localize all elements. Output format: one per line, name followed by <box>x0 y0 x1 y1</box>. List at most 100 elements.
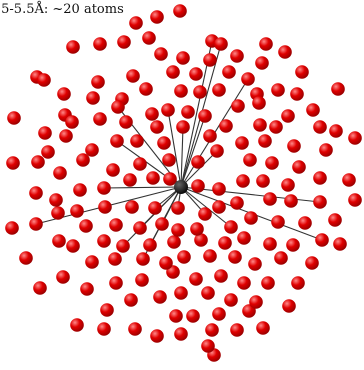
atom <box>66 239 80 253</box>
caption-label: .5-5.5Å: ~20 atoms <box>0 2 124 17</box>
atom <box>203 129 217 143</box>
atom <box>224 220 238 234</box>
atom <box>136 252 150 266</box>
atom <box>193 85 207 99</box>
atom <box>51 206 65 220</box>
atom <box>167 235 181 249</box>
atom <box>348 131 362 145</box>
atom <box>203 249 217 263</box>
atom <box>150 120 164 134</box>
atom <box>313 195 327 209</box>
atom <box>133 221 147 235</box>
atom <box>212 83 226 97</box>
atom <box>146 171 160 185</box>
atom <box>263 192 277 206</box>
atom <box>194 233 208 247</box>
atom <box>171 223 185 237</box>
atom <box>198 109 212 123</box>
atom <box>133 157 147 171</box>
atom <box>70 204 84 218</box>
atom <box>65 115 79 129</box>
atom <box>244 211 258 225</box>
atom <box>256 321 270 335</box>
atom <box>124 293 138 307</box>
atom <box>287 139 301 153</box>
atom <box>93 112 107 126</box>
atom <box>135 273 149 287</box>
atom <box>80 282 94 296</box>
atom <box>191 155 205 169</box>
atom <box>253 118 267 132</box>
atom <box>66 40 80 54</box>
atom <box>190 222 204 236</box>
atom <box>73 183 87 197</box>
atom <box>292 160 306 174</box>
atom <box>129 16 143 30</box>
atom <box>91 75 105 89</box>
atom <box>271 215 285 229</box>
atom <box>328 213 342 227</box>
atom <box>162 153 176 167</box>
atom <box>97 322 111 336</box>
atom <box>306 103 320 117</box>
atom <box>198 207 212 221</box>
atom <box>57 87 71 101</box>
atom <box>319 143 333 157</box>
atom <box>212 200 226 214</box>
atom <box>255 56 269 70</box>
atom <box>181 105 195 119</box>
atom <box>189 67 203 81</box>
atom <box>342 173 356 187</box>
atom <box>85 255 99 269</box>
atom <box>29 217 43 231</box>
atom <box>313 171 327 185</box>
atom <box>108 252 122 266</box>
atom <box>148 201 162 215</box>
atom <box>214 269 228 283</box>
atom <box>59 129 73 143</box>
atom <box>231 99 245 113</box>
atom <box>348 193 362 207</box>
atom <box>230 49 244 63</box>
atom <box>100 303 114 317</box>
atom <box>249 295 263 309</box>
atom <box>97 181 111 195</box>
atom <box>295 65 309 79</box>
atom <box>259 37 273 51</box>
atom <box>106 163 120 177</box>
atom <box>6 156 20 170</box>
atom <box>52 234 66 248</box>
atom <box>19 251 33 265</box>
atom <box>126 69 140 83</box>
atom <box>166 65 180 79</box>
atom <box>278 45 292 59</box>
center-atom <box>174 180 188 194</box>
atom <box>281 178 295 192</box>
atom <box>174 84 188 98</box>
atom <box>174 327 188 341</box>
atom <box>53 166 67 180</box>
atom <box>29 186 43 200</box>
atom <box>281 109 295 123</box>
atom <box>79 219 93 233</box>
atom <box>145 107 159 121</box>
atom <box>237 276 251 290</box>
atom <box>305 256 319 270</box>
atom <box>109 276 123 290</box>
atom <box>201 286 215 300</box>
atom <box>123 173 137 187</box>
atom <box>76 153 90 167</box>
atom <box>258 134 272 148</box>
atom <box>119 115 133 129</box>
atom <box>37 73 51 87</box>
atom <box>150 10 164 24</box>
atom <box>163 172 177 186</box>
atom <box>41 145 55 159</box>
atom <box>329 124 343 138</box>
atom <box>261 276 275 290</box>
atoms <box>5 4 362 362</box>
atom <box>269 120 283 134</box>
bond-line <box>180 186 232 228</box>
atom <box>154 47 168 61</box>
